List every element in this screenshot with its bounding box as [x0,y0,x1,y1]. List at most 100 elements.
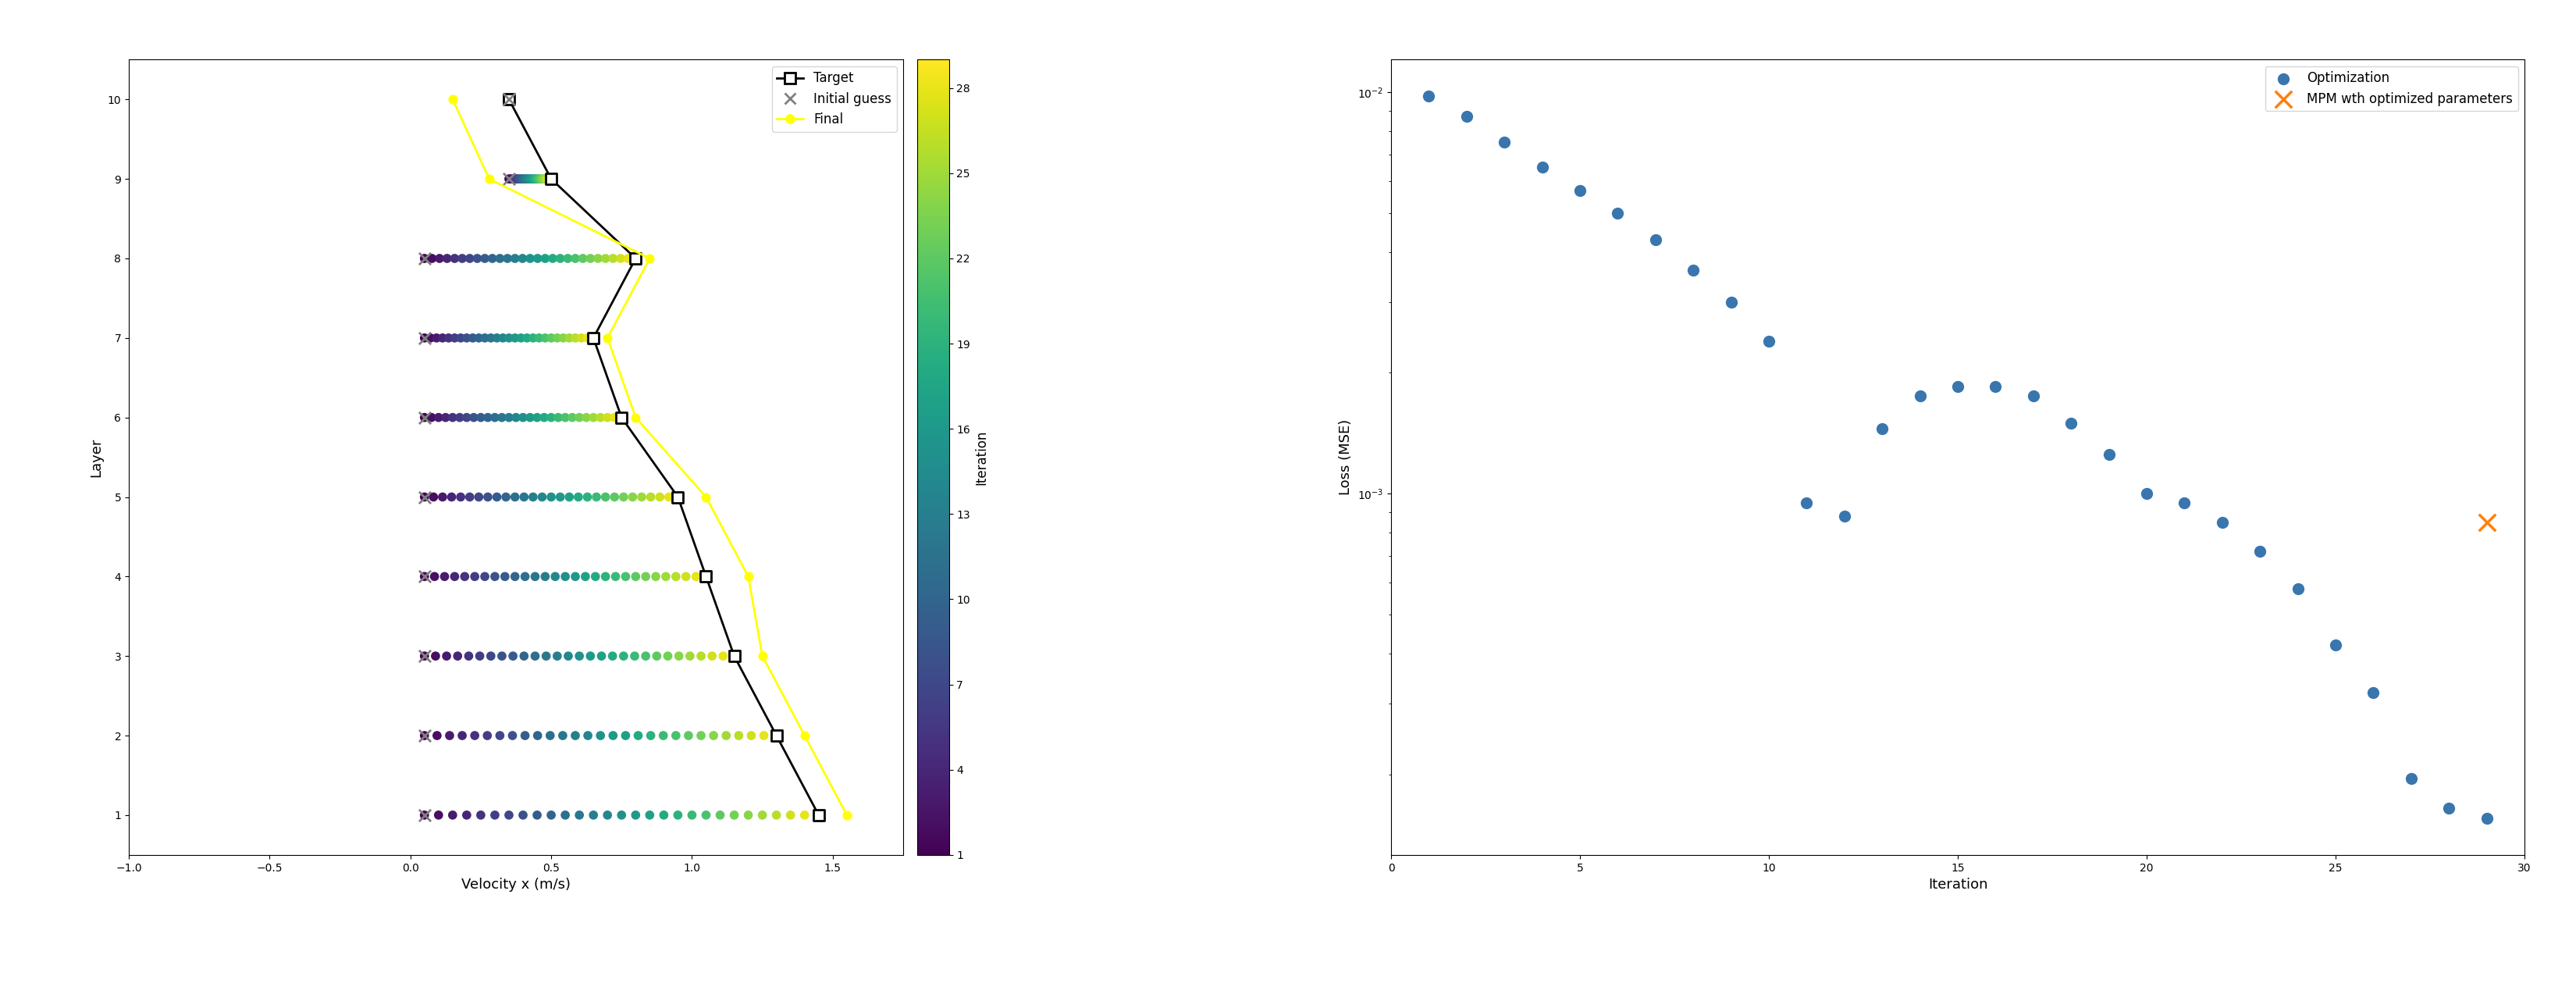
Point [479,250,520,266]
Point [595,489,636,505]
Point [500,330,541,346]
Point [489,91,531,107]
Point [404,569,446,584]
Point [680,728,721,744]
Point [544,410,585,425]
X-axis label: Iteration: Iteration [1927,878,1989,892]
Point [489,330,531,346]
Point [585,489,626,505]
Point [510,410,551,425]
Point [533,250,574,266]
Point [621,489,662,505]
Point [703,648,744,664]
Point [536,330,577,346]
Optimization [1636,232,1677,248]
Point [559,807,600,823]
Point [629,250,670,266]
Point [572,807,613,823]
Point [538,250,580,266]
Optimization [2125,486,2166,502]
Point [489,91,531,107]
Point [433,807,474,823]
Optimization [1484,134,1525,150]
Optimization [1899,389,1940,405]
Point [549,648,590,664]
Point [489,91,531,107]
Point [495,410,536,425]
Point [549,489,590,505]
Point [471,648,513,664]
Point [608,250,649,266]
Point [510,171,551,187]
Point [479,728,520,744]
Point [636,569,677,584]
Point [559,410,600,425]
Point [404,489,446,505]
Point [448,250,489,266]
Point [719,728,760,744]
Point [453,330,495,346]
Point [484,569,526,584]
Y-axis label: Iteration: Iteration [974,429,989,485]
Point [425,569,466,584]
Point [482,648,523,664]
Point [515,807,556,823]
Optimization [1824,508,1865,524]
Point [500,171,541,187]
Point [495,489,536,505]
Point [526,648,567,664]
Point [528,171,569,187]
Point [404,648,446,664]
Point [489,91,531,107]
Point [474,807,515,823]
Point [605,728,647,744]
Optimization [2202,514,2244,530]
Point [446,330,487,346]
Point [507,171,549,187]
Point [600,807,641,823]
Point [489,91,531,107]
Point [742,648,783,664]
Point [510,171,551,187]
Point [706,728,747,744]
Point [685,807,726,823]
Point [744,728,786,744]
Point [404,569,446,584]
Point [489,91,531,107]
Point [482,330,523,346]
Point [554,569,595,584]
Point [459,648,500,664]
Point [626,569,667,584]
Point [489,91,531,107]
Point [523,410,564,425]
Point [448,489,489,505]
Point [502,250,544,266]
Optimization [1597,205,1638,221]
Point [701,807,742,823]
Point [714,648,755,664]
Point [502,807,544,823]
Point [657,489,698,505]
Optimization [2316,637,2357,653]
Point [448,648,489,664]
Point [799,807,840,823]
Point [755,728,796,744]
Point [469,171,510,187]
Point [526,330,567,346]
Optimization [1445,108,1486,124]
Point [554,250,595,266]
Point [574,569,616,584]
Point [770,807,811,823]
Point [554,330,595,346]
Point [616,807,657,823]
Point [613,489,654,505]
Point [680,648,721,664]
Point [631,489,672,505]
Point [569,648,611,664]
Point [505,728,546,744]
Point [639,489,680,505]
Point [438,410,479,425]
Point [544,569,585,584]
Point [497,171,538,187]
Point [415,330,456,346]
